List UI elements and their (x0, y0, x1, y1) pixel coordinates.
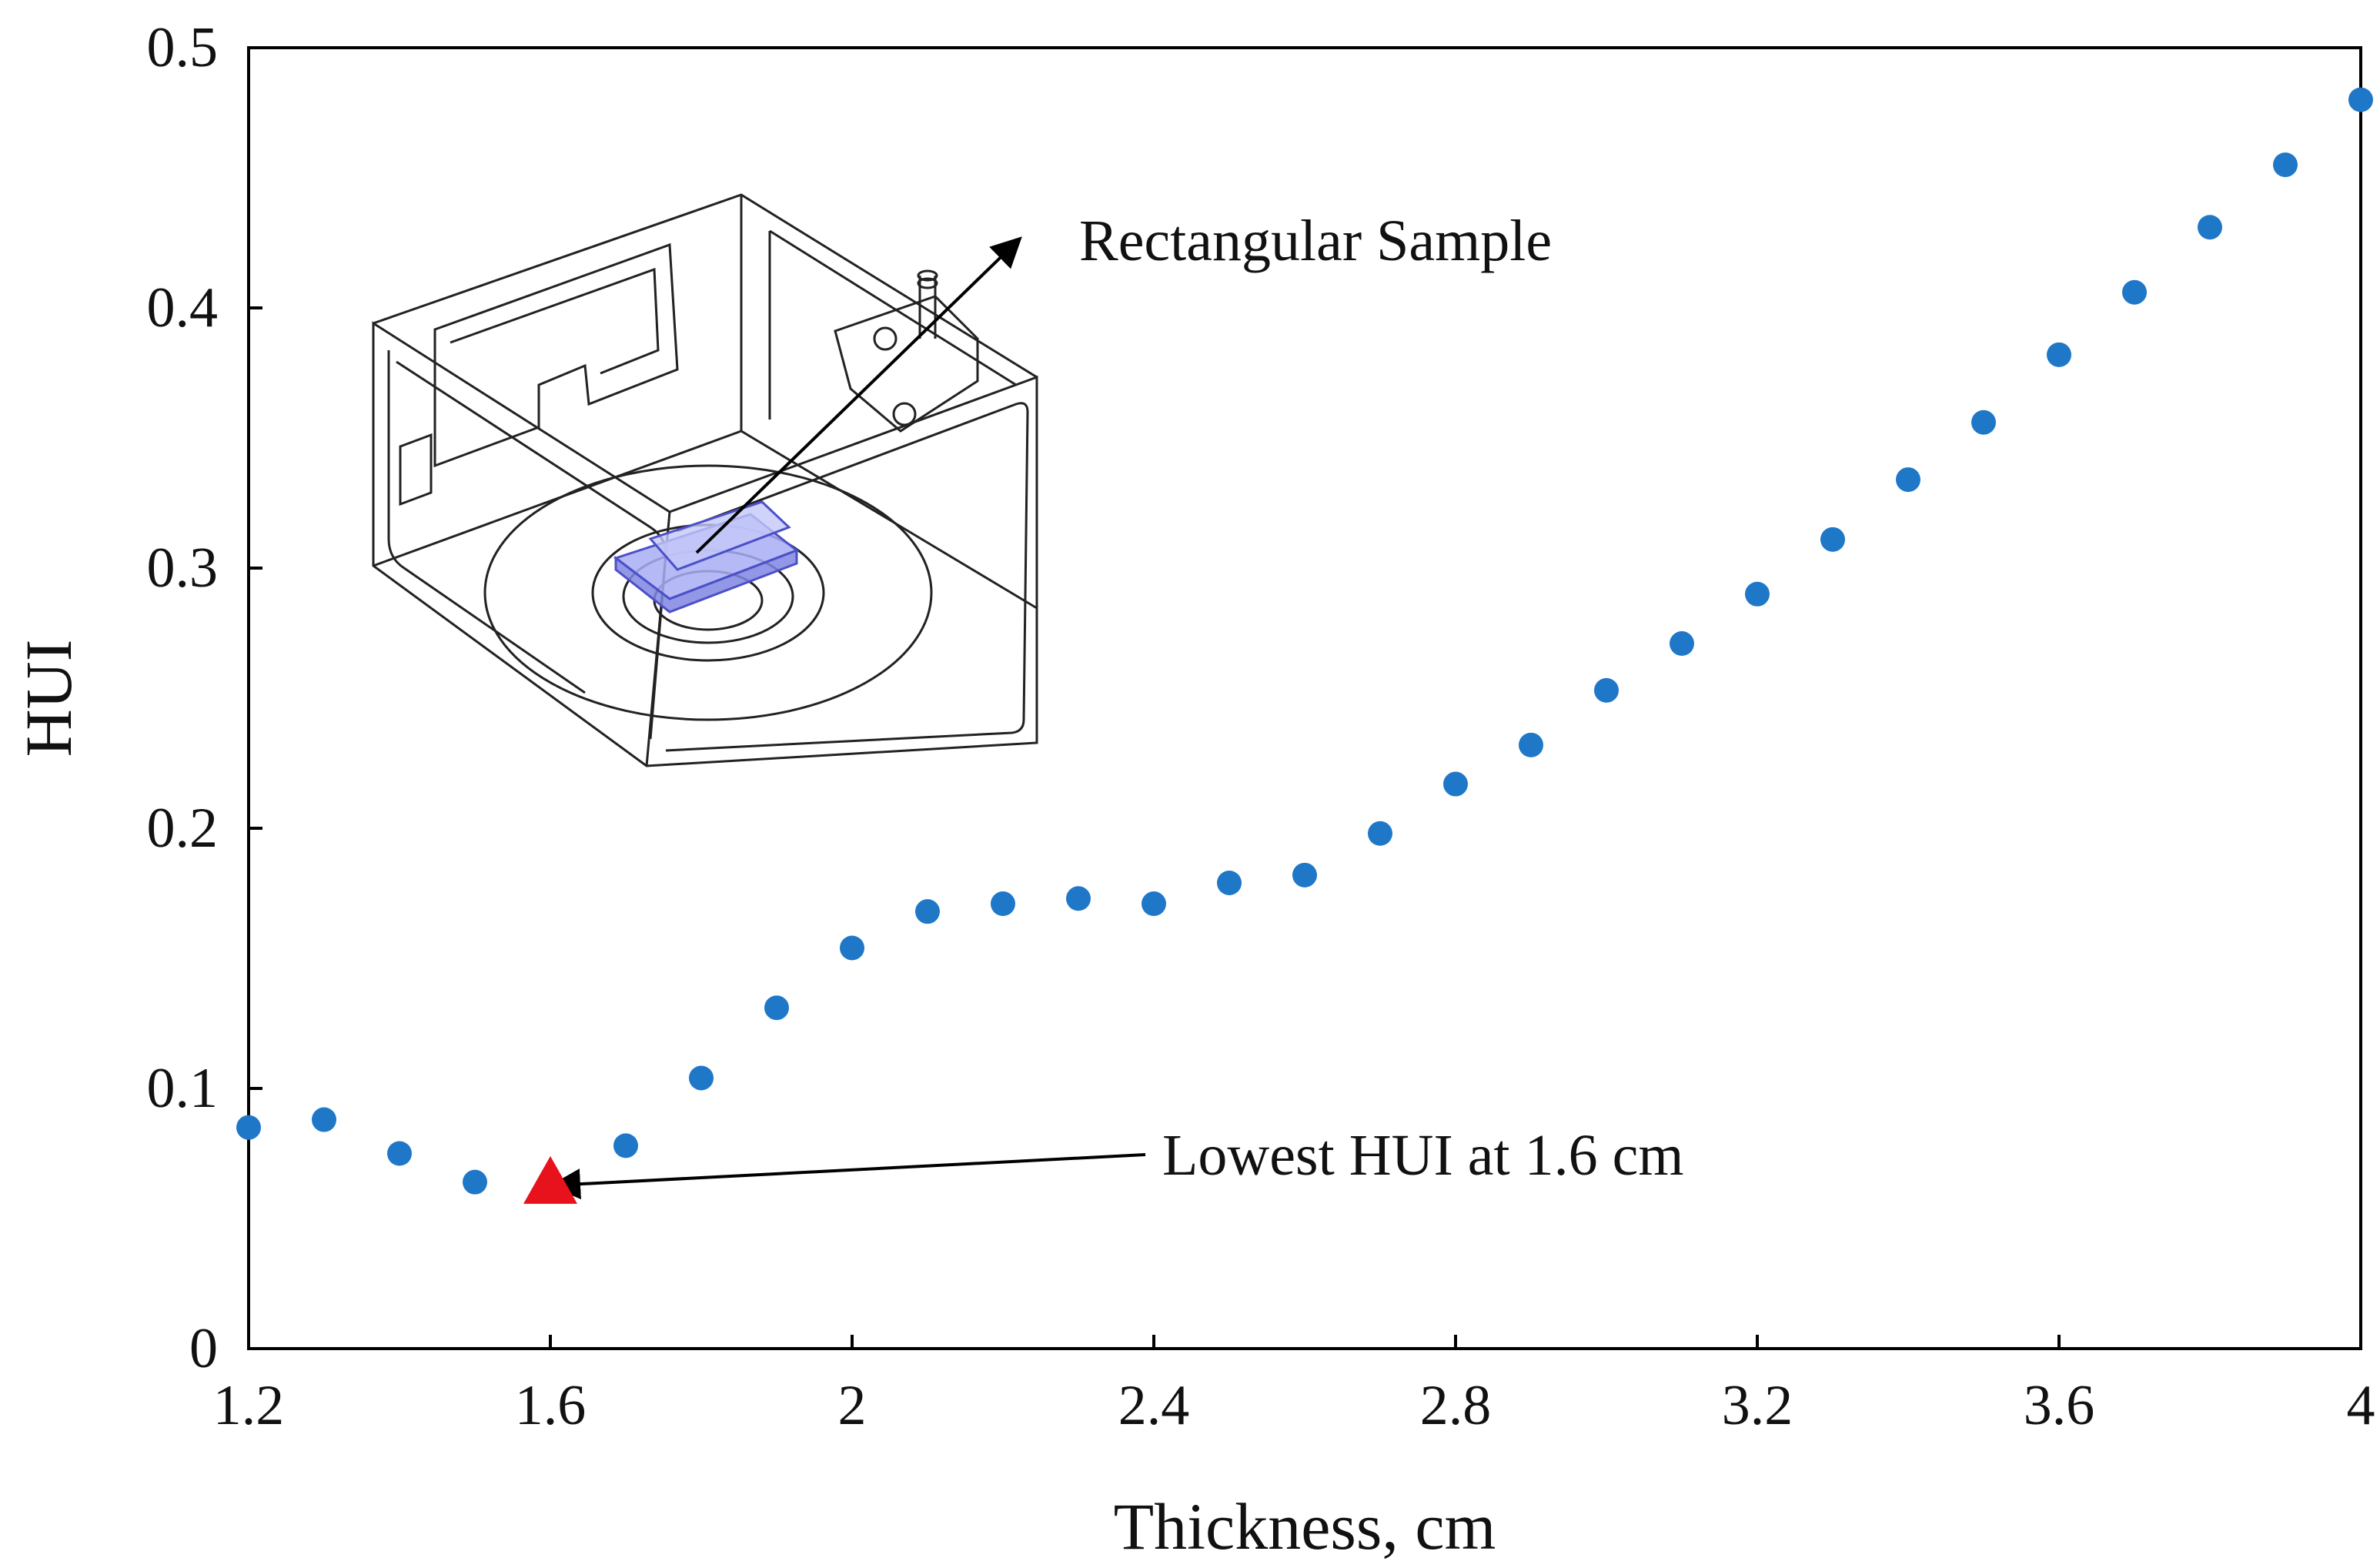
y-tick-label: 0 (189, 1317, 218, 1380)
data-point (463, 1169, 487, 1195)
data-points (236, 87, 2373, 1204)
y-tick-label: 0.5 (147, 16, 219, 79)
data-point (1896, 467, 1920, 493)
x-tick-label: 2.4 (1118, 1374, 1190, 1437)
y-tick-label: 0.4 (147, 276, 219, 339)
x-tick-label: 3.6 (2024, 1374, 2095, 1437)
data-point (689, 1065, 714, 1091)
lowest-hui-arrow (550, 1153, 1146, 1200)
y-tick-label: 0.3 (147, 537, 219, 600)
inset-cavity-drawing (372, 193, 1038, 767)
data-point (991, 891, 1015, 917)
data-point (1971, 410, 1996, 435)
data-point (1368, 821, 1392, 846)
data-point (1745, 581, 1770, 607)
x-tick-label: 4 (2347, 1374, 2375, 1437)
data-point (1217, 870, 1242, 895)
data-point (840, 935, 864, 961)
y-tick-label: 0.2 (147, 797, 219, 860)
data-point (1820, 527, 1845, 552)
annotation-rectangular-sample: Rectangular Sample (1079, 209, 1552, 273)
x-tick-label: 1.2 (213, 1374, 285, 1437)
data-point (1142, 891, 1166, 917)
data-point (1443, 771, 1468, 797)
data-point (2122, 279, 2147, 305)
data-point (1066, 886, 1091, 911)
x-tick-label: 2.8 (1420, 1374, 1492, 1437)
data-point (613, 1133, 638, 1158)
minimum-point-marker (523, 1155, 577, 1204)
y-tick-label: 0.1 (147, 1057, 219, 1120)
sample-arrow (695, 236, 1022, 554)
x-axis-label: Thickness, cm (1114, 1489, 1496, 1563)
annotation-lowest-hui: Lowest HUI at 1.6 cm (1162, 1123, 1684, 1188)
data-point (236, 1115, 261, 1140)
data-point (1594, 677, 1619, 703)
data-point (2348, 87, 2373, 112)
data-point (312, 1107, 336, 1132)
y-axis-label: HUI (12, 640, 85, 757)
data-point (387, 1141, 412, 1166)
x-tick-label: 3.2 (1722, 1374, 1793, 1437)
data-point (915, 899, 940, 924)
data-point (1292, 862, 1317, 888)
data-point (1670, 631, 1694, 657)
data-point (2273, 152, 2298, 178)
data-point (764, 995, 789, 1021)
x-axis-ticks: 1.2 1.6 2 2.4 2.8 3.2 3.6 4 (213, 1335, 2375, 1437)
plot-frame (247, 46, 2362, 1350)
x-tick-label: 2 (838, 1374, 867, 1437)
data-point (1519, 732, 1543, 757)
y-axis-ticks: 0 0.1 0.2 0.3 0.4 0.5 (147, 16, 262, 1380)
x-tick-label: 1.6 (515, 1374, 587, 1437)
data-point (2047, 342, 2071, 367)
data-point (2198, 215, 2222, 240)
